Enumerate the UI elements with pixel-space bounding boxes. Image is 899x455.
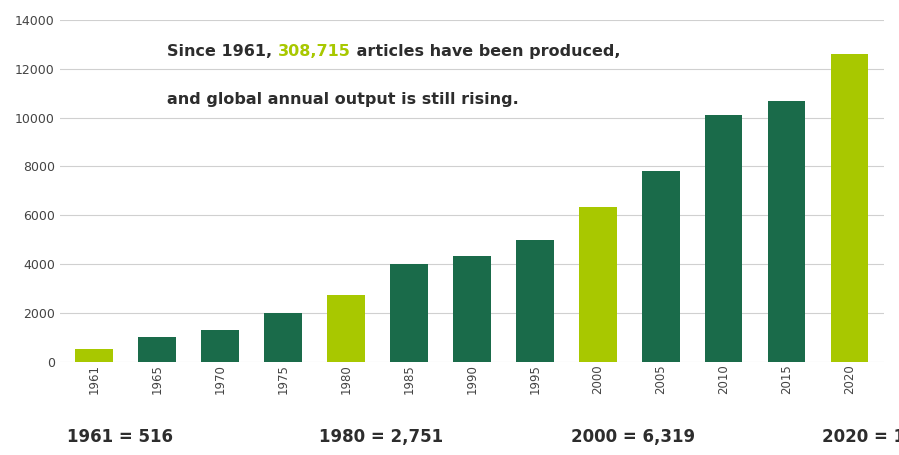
Bar — [705, 115, 743, 362]
Text: and global annual output is still rising.: and global annual output is still rising… — [167, 92, 519, 107]
Bar — [579, 207, 617, 362]
Bar — [264, 313, 302, 362]
Bar — [390, 264, 428, 362]
Bar — [76, 349, 113, 362]
Text: Since 1961,: Since 1961, — [167, 44, 278, 59]
Bar — [516, 240, 554, 362]
Bar — [201, 330, 239, 362]
Text: 1980 = 2,751: 1980 = 2,751 — [319, 428, 443, 446]
Text: 2020 = 12,607: 2020 = 12,607 — [823, 428, 899, 446]
Bar — [768, 101, 806, 362]
Text: 308,715: 308,715 — [278, 44, 351, 59]
Text: 1961 = 516: 1961 = 516 — [67, 428, 174, 446]
Bar — [831, 54, 868, 362]
Bar — [453, 256, 491, 362]
Bar — [138, 337, 176, 362]
Bar — [327, 294, 365, 362]
Bar — [642, 172, 680, 362]
Text: 2000 = 6,319: 2000 = 6,319 — [571, 428, 695, 446]
Text: articles have been produced,: articles have been produced, — [351, 44, 620, 59]
